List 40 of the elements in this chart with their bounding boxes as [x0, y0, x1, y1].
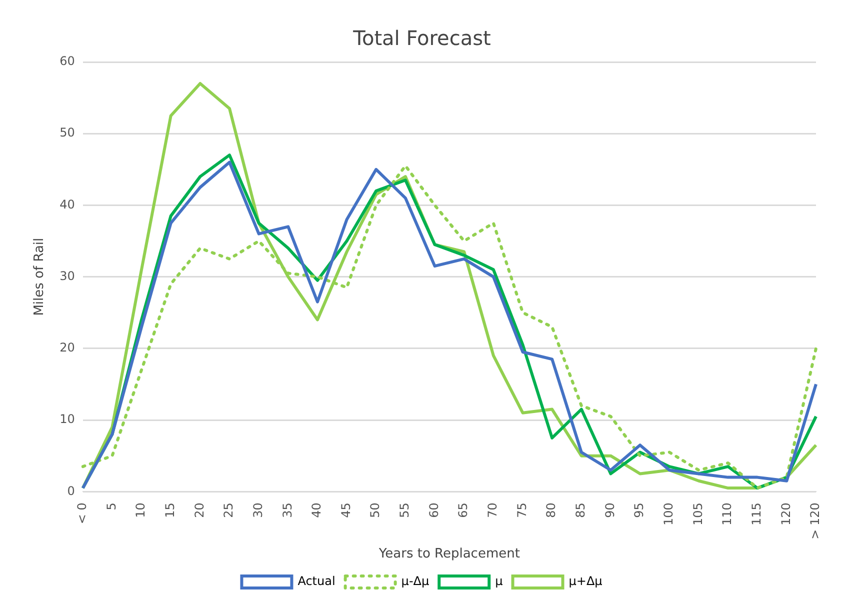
x-tick-label: 20 — [192, 502, 206, 518]
x-tick-label: 60 — [426, 502, 441, 518]
x-tick-label: 100 — [662, 502, 676, 526]
x-tick-label: 15 — [162, 502, 177, 518]
y-tick-label: 60 — [60, 54, 75, 68]
x-tick-label: 75 — [514, 502, 529, 518]
x-tick-label: < 0 — [74, 502, 89, 524]
y-tick-label: 50 — [60, 126, 75, 140]
x-tick-label: 90 — [602, 502, 617, 518]
x-tick-label: > 120 — [808, 502, 822, 540]
x-tick-label: 10 — [134, 502, 148, 518]
y-tick-label: 20 — [60, 340, 75, 355]
x-tick-label: 35 — [280, 502, 294, 518]
x-tick-label: 95 — [632, 502, 646, 518]
legend-label: Actual — [298, 574, 336, 588]
legend-label: μ-Δμ — [401, 574, 430, 588]
x-tick-label: 45 — [338, 502, 353, 518]
y-axis-title: Miles of Rail — [32, 238, 48, 316]
x-tick-label: 120 — [778, 502, 793, 526]
x-axis-title: Years to Replacement — [378, 546, 520, 562]
x-tick-label: 115 — [749, 502, 764, 526]
y-tick-label: 10 — [60, 412, 75, 426]
x-tick-label: 5 — [104, 502, 118, 510]
y-tick-label: 30 — [60, 268, 75, 283]
x-tick-label: 85 — [574, 502, 588, 518]
chart-title: Total Forecast — [352, 26, 491, 50]
x-tick-label: 80 — [544, 502, 558, 518]
y-tick-label: 0 — [67, 484, 75, 498]
x-tick-label: 70 — [486, 502, 500, 518]
legend-label: μ+Δμ — [568, 574, 603, 588]
x-tick-label: 25 — [222, 502, 236, 518]
x-tick-label: 65 — [456, 502, 470, 518]
x-tick-label: 30 — [250, 502, 265, 518]
y-tick-label: 40 — [60, 197, 75, 212]
x-tick-label: 55 — [398, 502, 412, 518]
legend-label: μ — [495, 574, 504, 588]
x-tick-label: 110 — [720, 502, 734, 526]
x-tick-label: 105 — [690, 502, 705, 526]
x-tick-label: 40 — [310, 502, 324, 518]
x-tick-label: 50 — [368, 502, 382, 518]
